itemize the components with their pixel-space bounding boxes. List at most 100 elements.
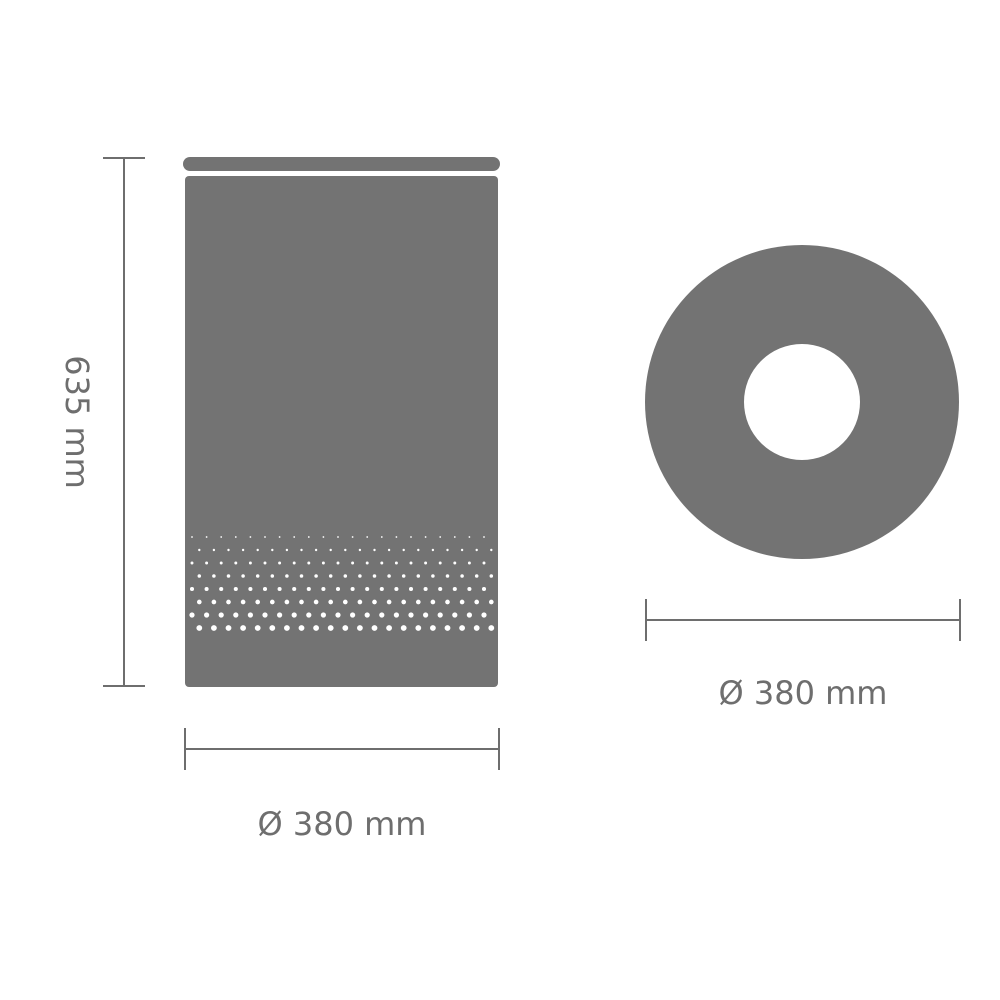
perforation-dot xyxy=(473,625,480,631)
top-diameter-dimension xyxy=(645,599,961,641)
perforation-dot xyxy=(269,625,276,631)
perforation-dot xyxy=(408,586,414,592)
perforation-dot xyxy=(453,561,457,565)
perforation-dot xyxy=(452,586,457,592)
perforation-dot xyxy=(314,574,318,578)
perforation-dot xyxy=(205,536,208,538)
perforation-dot xyxy=(285,574,289,578)
perforation-dot xyxy=(196,599,202,605)
side-width-label: Ø 380 mm xyxy=(258,805,427,843)
top-diameter-label: Ø 380 mm xyxy=(719,674,888,712)
perforation-dot xyxy=(468,536,471,538)
perforation-dot xyxy=(240,599,246,605)
perforation-dot xyxy=(248,561,252,565)
perforation-dot xyxy=(234,536,237,538)
bin-side-view xyxy=(183,157,500,687)
perforation-dot xyxy=(488,599,494,605)
perforation-dot xyxy=(453,536,456,538)
perforation-dot xyxy=(191,536,193,538)
perforation-dot xyxy=(321,561,325,565)
perforation-dot xyxy=(197,574,202,578)
perforation-dot xyxy=(299,599,304,605)
perforation-dot xyxy=(379,612,385,618)
perforation-dot xyxy=(277,586,282,592)
height-dimension xyxy=(103,157,145,687)
perforation-dot xyxy=(205,561,209,565)
perforation-dot xyxy=(262,586,268,592)
perforation-dot xyxy=(437,612,443,618)
perforation-dot xyxy=(401,574,406,578)
perforation-dot xyxy=(350,586,355,592)
perforation-dot xyxy=(241,574,245,578)
perforation-dot xyxy=(467,561,471,565)
perforation-dot xyxy=(358,574,362,578)
perforation-dot xyxy=(459,599,465,605)
perforation-dot xyxy=(481,586,487,592)
perforation-dot xyxy=(226,574,231,578)
perforation-dot xyxy=(380,536,383,538)
perforation-dot xyxy=(372,574,377,578)
perforation-pattern xyxy=(189,536,495,631)
perforation-dot xyxy=(291,612,297,618)
perforation-dot xyxy=(439,536,442,538)
perforation-dot xyxy=(262,612,268,618)
bin-body xyxy=(185,176,498,687)
perforation-dot xyxy=(410,536,412,538)
perforation-dot xyxy=(431,574,435,578)
perforation-dot xyxy=(203,612,210,618)
perforation-dot xyxy=(226,599,231,605)
perforation-dot xyxy=(351,536,354,538)
perforation-dot xyxy=(408,612,414,618)
perforation-dot xyxy=(264,536,266,538)
perforation-dot xyxy=(327,625,334,631)
perforation-dot xyxy=(364,612,370,618)
perforation-dot xyxy=(452,612,458,618)
perforation-dot xyxy=(233,612,239,618)
perforation-dot xyxy=(474,599,480,605)
perforation-dot xyxy=(430,625,436,631)
perforation-dot xyxy=(189,586,195,592)
perforation-dot xyxy=(342,625,349,631)
perforation-dot xyxy=(247,612,254,618)
perforation-dot xyxy=(298,625,305,631)
perforation-dot xyxy=(263,561,267,565)
perforation-dot xyxy=(400,625,407,631)
perforation-dot xyxy=(380,561,384,565)
perforation-dot xyxy=(212,574,216,578)
perforation-dot xyxy=(446,548,449,552)
perforation-dot xyxy=(269,599,275,605)
perforation-dot xyxy=(401,599,407,605)
perforation-dot xyxy=(430,599,436,605)
bin-top-view xyxy=(645,245,959,559)
perforation-dot xyxy=(445,599,450,605)
perforation-dot xyxy=(349,612,356,618)
perforation-dot xyxy=(415,625,422,631)
perforation-dot xyxy=(219,561,223,565)
perforation-dot xyxy=(285,548,289,552)
perforation-dot xyxy=(256,548,259,552)
perforation-dot xyxy=(474,574,479,578)
perforation-dot xyxy=(489,574,494,578)
perforation-dot xyxy=(366,536,369,538)
perforation-dot xyxy=(343,574,348,578)
perforation-dot xyxy=(211,625,217,631)
perforation-dot xyxy=(395,536,398,538)
perforation-dot xyxy=(233,586,238,592)
perforation-dot xyxy=(299,574,304,578)
perforation-dot xyxy=(416,574,421,578)
bin-top-opening xyxy=(744,344,860,460)
perforation-dot xyxy=(358,548,362,552)
perforation-dot xyxy=(483,536,485,538)
perforation-dot xyxy=(211,599,217,605)
perforation-dot xyxy=(313,599,319,605)
perforation-dot xyxy=(460,574,464,578)
perforation-dot xyxy=(424,536,427,538)
perforation-dot xyxy=(249,536,252,538)
perforation-dot xyxy=(460,548,464,552)
perforation-dot xyxy=(415,599,421,605)
perforation-dot xyxy=(240,625,247,631)
perforation-dot xyxy=(328,599,334,605)
perforation-dot xyxy=(218,612,224,618)
perforation-dot xyxy=(293,536,296,538)
perforation-dot xyxy=(373,548,376,552)
